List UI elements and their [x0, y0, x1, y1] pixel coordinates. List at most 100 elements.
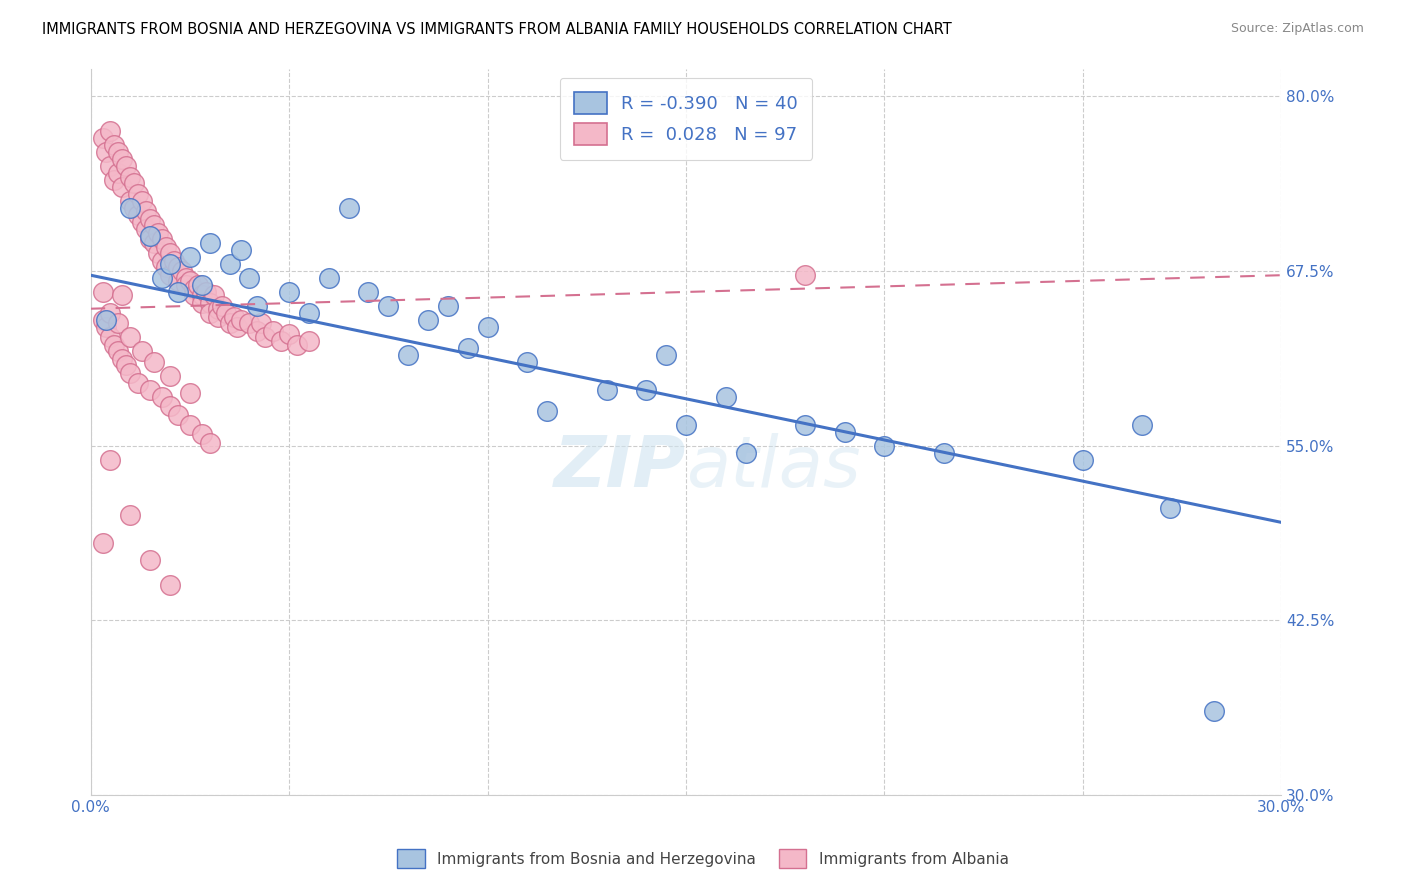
Point [96, 145, 118, 160]
Point [477, 319, 499, 334]
Point [96, 319, 118, 334]
Point [155, 260, 177, 274]
Point [675, 417, 697, 432]
Point [218, 257, 240, 271]
Legend: Immigrants from Bosnia and Herzegovina, Immigrants from Albania: Immigrants from Bosnia and Herzegovina, … [389, 841, 1017, 875]
Point [183, 282, 205, 296]
Point [167, 285, 190, 299]
Point [167, 274, 190, 288]
Point [96, 313, 118, 327]
Point [111, 287, 134, 301]
Point [124, 176, 146, 190]
Point [146, 227, 169, 241]
Point [226, 319, 249, 334]
Point [179, 417, 201, 432]
Point [298, 306, 321, 320]
Point [179, 250, 201, 264]
Point [146, 245, 169, 260]
Point [1202, 704, 1225, 718]
Point [91, 285, 114, 299]
Point [734, 445, 756, 459]
Point [932, 445, 955, 459]
Point [135, 204, 157, 219]
Point [250, 316, 273, 330]
Point [150, 271, 173, 285]
Point [139, 212, 162, 227]
Point [194, 285, 217, 299]
Point [190, 277, 212, 292]
Point [834, 425, 856, 439]
Point [163, 254, 186, 268]
Point [124, 201, 146, 215]
Point [107, 166, 129, 180]
Point [298, 334, 321, 348]
Point [1159, 501, 1181, 516]
Point [100, 159, 122, 173]
Point [231, 313, 253, 327]
Point [127, 376, 149, 390]
Point [139, 553, 162, 567]
Point [198, 435, 221, 450]
Point [231, 243, 253, 257]
Point [198, 296, 221, 310]
Point [285, 338, 308, 352]
Point [107, 145, 129, 160]
Point [1132, 417, 1154, 432]
Point [595, 383, 617, 397]
Point [120, 201, 142, 215]
Point [377, 299, 399, 313]
Point [159, 400, 181, 414]
Point [714, 390, 737, 404]
Point [103, 173, 125, 187]
Point [159, 578, 181, 592]
Point [190, 427, 212, 442]
Point [100, 306, 122, 320]
Point [794, 417, 817, 432]
Point [318, 271, 340, 285]
Point [183, 287, 205, 301]
Point [120, 194, 142, 209]
Point [103, 338, 125, 352]
Point [357, 285, 380, 299]
Point [143, 355, 166, 369]
Point [437, 299, 460, 313]
Point [111, 153, 134, 167]
Point [139, 383, 162, 397]
Point [100, 124, 122, 138]
Point [270, 334, 292, 348]
Point [139, 229, 162, 244]
Point [207, 301, 229, 316]
Point [135, 222, 157, 236]
Point [91, 131, 114, 145]
Point [143, 218, 166, 232]
Point [396, 348, 419, 362]
Point [536, 403, 558, 417]
Point [159, 368, 181, 383]
Point [278, 285, 301, 299]
Point [115, 358, 138, 372]
Point [131, 343, 153, 358]
Point [174, 277, 197, 292]
Text: IMMIGRANTS FROM BOSNIA AND HERZEGOVINA VS IMMIGRANTS FROM ALBANIA FAMILY HOUSEHO: IMMIGRANTS FROM BOSNIA AND HERZEGOVINA V… [42, 22, 952, 37]
Point [238, 271, 260, 285]
Point [103, 138, 125, 153]
Legend: R = -0.390   N = 40, R =  0.028   N = 97: R = -0.390 N = 40, R = 0.028 N = 97 [560, 78, 813, 160]
Point [202, 287, 225, 301]
Point [337, 201, 360, 215]
Point [207, 310, 229, 324]
Point [655, 348, 678, 362]
Point [120, 508, 142, 523]
Point [143, 236, 166, 251]
Point [150, 254, 173, 268]
Text: Source: ZipAtlas.com: Source: ZipAtlas.com [1230, 22, 1364, 36]
Text: ZIP: ZIP [554, 434, 686, 502]
Point [211, 299, 233, 313]
Point [120, 366, 142, 380]
Point [174, 271, 197, 285]
Point [159, 257, 181, 271]
Point [167, 260, 190, 274]
Point [198, 306, 221, 320]
Point [190, 287, 212, 301]
Point [167, 408, 190, 422]
Point [107, 343, 129, 358]
